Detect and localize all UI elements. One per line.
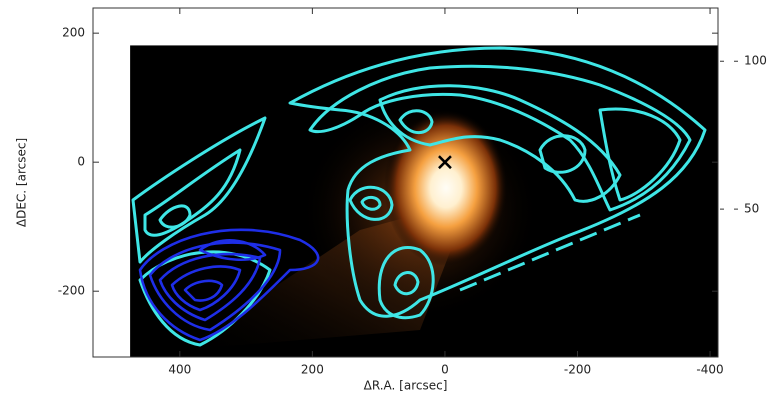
y-tick-label: 0 bbox=[77, 155, 85, 169]
x-tick-label: 200 bbox=[301, 363, 324, 377]
x-axis-label: ΔR.A. [arcsec] bbox=[364, 379, 448, 393]
x-tick-label: 400 bbox=[168, 363, 191, 377]
colorbar-tick-label: 50 bbox=[744, 202, 759, 216]
y-tick-label: 200 bbox=[62, 26, 85, 40]
image-layer bbox=[130, 45, 718, 357]
chart: ΔR.A. [arcsec] ΔDEC. [arcsec] 400 200 0 -20… bbox=[0, 0, 772, 400]
x-tick-label: 0 bbox=[441, 363, 449, 377]
y-tick-label: -200 bbox=[58, 284, 85, 298]
x-tick-label: -200 bbox=[564, 363, 591, 377]
x-tick-label: -400 bbox=[696, 363, 723, 377]
y-axis-label: ΔDEC. [arcsec] bbox=[15, 138, 29, 227]
colorbar-tick-label: 100 bbox=[744, 54, 767, 68]
